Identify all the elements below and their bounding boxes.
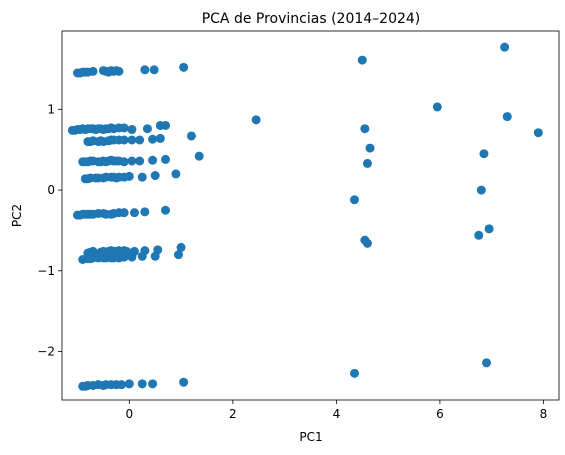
data-point	[119, 157, 129, 167]
data-point	[119, 208, 129, 218]
scatter-points	[67, 42, 543, 391]
data-point	[142, 124, 152, 134]
y-tick-label: −1	[37, 264, 55, 278]
data-point	[479, 149, 489, 159]
data-point	[533, 128, 543, 138]
x-tick-label: 4	[333, 407, 341, 421]
data-point	[88, 66, 98, 76]
data-point	[117, 380, 127, 390]
x-tick-label: 2	[229, 407, 237, 421]
x-tick-label: 6	[436, 407, 444, 421]
data-point	[350, 195, 360, 205]
data-point	[365, 143, 375, 153]
data-point	[173, 250, 183, 260]
data-point	[148, 134, 158, 144]
data-point	[186, 131, 196, 141]
data-point	[194, 151, 204, 161]
x-tick-label: 0	[125, 407, 133, 421]
data-point	[148, 379, 158, 389]
data-point	[357, 55, 367, 65]
data-point	[150, 251, 160, 261]
data-point	[124, 171, 134, 181]
data-point	[474, 230, 484, 240]
data-point	[500, 42, 510, 52]
chart-title: PCA de Provincias (2014–2024)	[202, 11, 421, 27]
data-point	[179, 377, 189, 387]
data-point	[161, 120, 171, 130]
data-point	[484, 224, 494, 234]
data-point	[127, 135, 137, 145]
data-point	[127, 125, 137, 135]
data-point	[129, 208, 139, 218]
y-tick-label: 0	[47, 183, 55, 197]
data-point	[476, 185, 486, 195]
x-axis-ticks: 0 2 4 6 8	[125, 400, 547, 421]
data-point	[150, 171, 160, 181]
x-axis-label: PC1	[299, 430, 322, 444]
y-tick-label: −2	[37, 345, 55, 359]
data-point	[114, 66, 124, 76]
data-point	[360, 124, 370, 134]
data-point	[482, 358, 492, 368]
data-point	[362, 158, 372, 168]
data-point	[502, 112, 512, 122]
data-point	[179, 62, 189, 72]
data-point	[140, 207, 150, 217]
data-point	[171, 169, 181, 179]
data-point	[88, 246, 98, 256]
data-point	[127, 252, 137, 262]
data-point	[432, 102, 442, 112]
x-tick-label: 8	[540, 407, 548, 421]
data-point	[140, 65, 150, 75]
data-point	[124, 379, 134, 389]
data-point	[155, 133, 165, 143]
data-point	[148, 155, 158, 165]
data-point	[149, 65, 159, 75]
data-point	[119, 123, 129, 133]
data-point	[161, 154, 171, 164]
data-point	[137, 251, 147, 261]
plot-frame	[61, 30, 560, 401]
data-point	[137, 379, 147, 389]
y-axis-ticks: −2 −1 0 1	[37, 102, 62, 359]
y-tick-label: 1	[47, 102, 55, 116]
data-point	[161, 205, 171, 215]
data-point	[135, 135, 145, 145]
data-point	[176, 242, 186, 252]
y-axis-label: PC2	[10, 204, 24, 227]
data-point	[127, 156, 137, 166]
data-point	[137, 172, 147, 182]
data-point	[350, 368, 360, 378]
data-point	[135, 156, 145, 166]
data-point	[119, 135, 129, 145]
data-point	[362, 238, 372, 248]
data-point	[119, 252, 129, 262]
data-point	[251, 115, 261, 125]
